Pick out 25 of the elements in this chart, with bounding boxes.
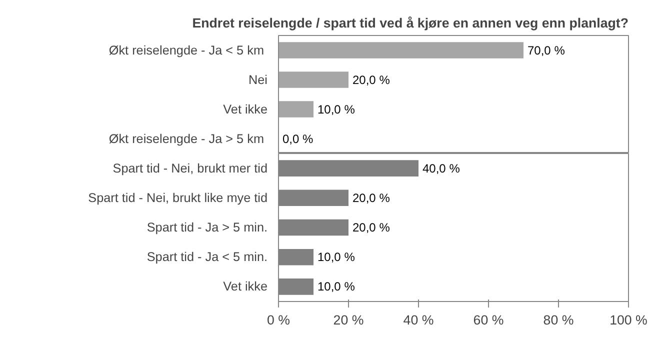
x-tick-label: 100 %	[610, 312, 648, 328]
x-tick-label: 0 %	[267, 312, 290, 328]
x-tick-label: 20 %	[333, 312, 364, 328]
data-label: 20,0 %	[352, 72, 390, 87]
data-label: 20,0 %	[352, 190, 390, 205]
data-label: 10,0 %	[318, 280, 356, 294]
x-tick-label: 80 %	[543, 312, 574, 328]
x-tick-label: 60 %	[473, 312, 504, 328]
data-label: 10,0 %	[318, 102, 356, 116]
y-tick-label: Nei	[248, 72, 268, 87]
data-label: 20,0 %	[352, 220, 390, 234]
data-label: 0,0 %	[282, 132, 314, 146]
data-label: 40,0 %	[422, 161, 460, 176]
y-tick-label: Spart tid - Ja > 5 min.	[146, 220, 268, 234]
y-tick-label: Økt reiselengde - Ja < 5 km	[108, 43, 264, 58]
x-tick-label: 40 %	[403, 312, 434, 328]
y-tick-label: Spart tid - Nei, brukt mer tid	[112, 161, 268, 176]
data-label: 10,0 %	[318, 250, 356, 264]
y-tick-label: Vet ikke	[223, 102, 268, 116]
y-tick-label: Spart tid - Nei, brukt like mye tid	[88, 190, 268, 205]
y-tick-label: Økt reiselengde - Ja > 5 km	[108, 132, 264, 146]
y-tick-label: Spart tid - Ja < 5 min.	[146, 250, 268, 264]
data-label: 70,0 %	[528, 43, 566, 58]
chart-title: Endret reiselengde / spart tid ved å kjøre en annen veg enn planlagt?	[192, 16, 629, 30]
y-tick-label: Vet ikke	[223, 280, 268, 294]
